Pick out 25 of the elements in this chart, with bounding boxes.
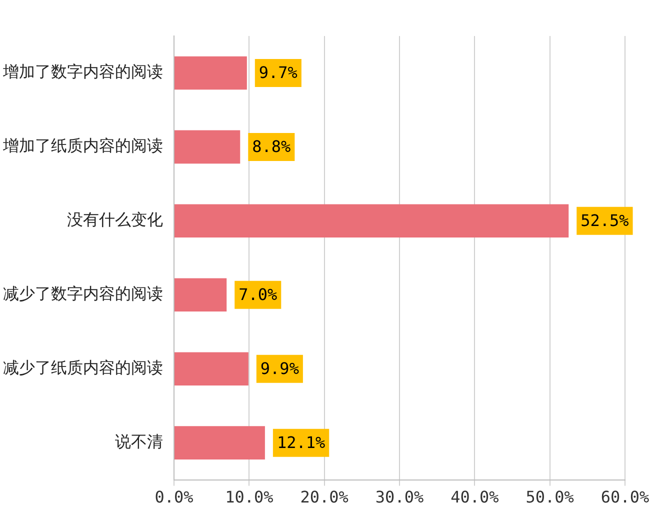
- y-tick-label: 说不清: [115, 432, 163, 451]
- y-tick-label: 没有什么变化: [67, 210, 163, 230]
- x-tick-label: 10.0%: [225, 488, 274, 507]
- bar: [174, 278, 227, 312]
- x-tick-label: 20.0%: [300, 488, 349, 507]
- y-tick-label: 减少了纸质内容的阅读: [3, 358, 163, 378]
- data-label: 12.1%: [276, 432, 326, 452]
- x-tick-label: 60.0%: [600, 488, 650, 507]
- data-label: 52.5%: [580, 211, 630, 230]
- data-label: 9.7%: [258, 63, 298, 82]
- bar: [174, 352, 248, 386]
- bar: [174, 56, 247, 90]
- x-tick-label: 50.0%: [526, 488, 574, 507]
- bar: [174, 130, 240, 164]
- data-label: 7.0%: [238, 285, 278, 304]
- y-tick-label: 增加了纸质内容的阅读: [2, 136, 163, 156]
- y-tick-label: 减少了数字内容的阅读: [3, 284, 163, 304]
- x-tick-label: 0.0%: [154, 488, 194, 507]
- data-label: 9.9%: [260, 359, 300, 378]
- data-label: 8.8%: [252, 137, 292, 156]
- y-tick-label: 增加了数字内容的阅读: [2, 62, 163, 82]
- bar: [174, 204, 569, 238]
- bar: [174, 426, 265, 460]
- x-tick-label: 40.0%: [450, 488, 500, 507]
- x-tick-label: 30.0%: [375, 488, 424, 507]
